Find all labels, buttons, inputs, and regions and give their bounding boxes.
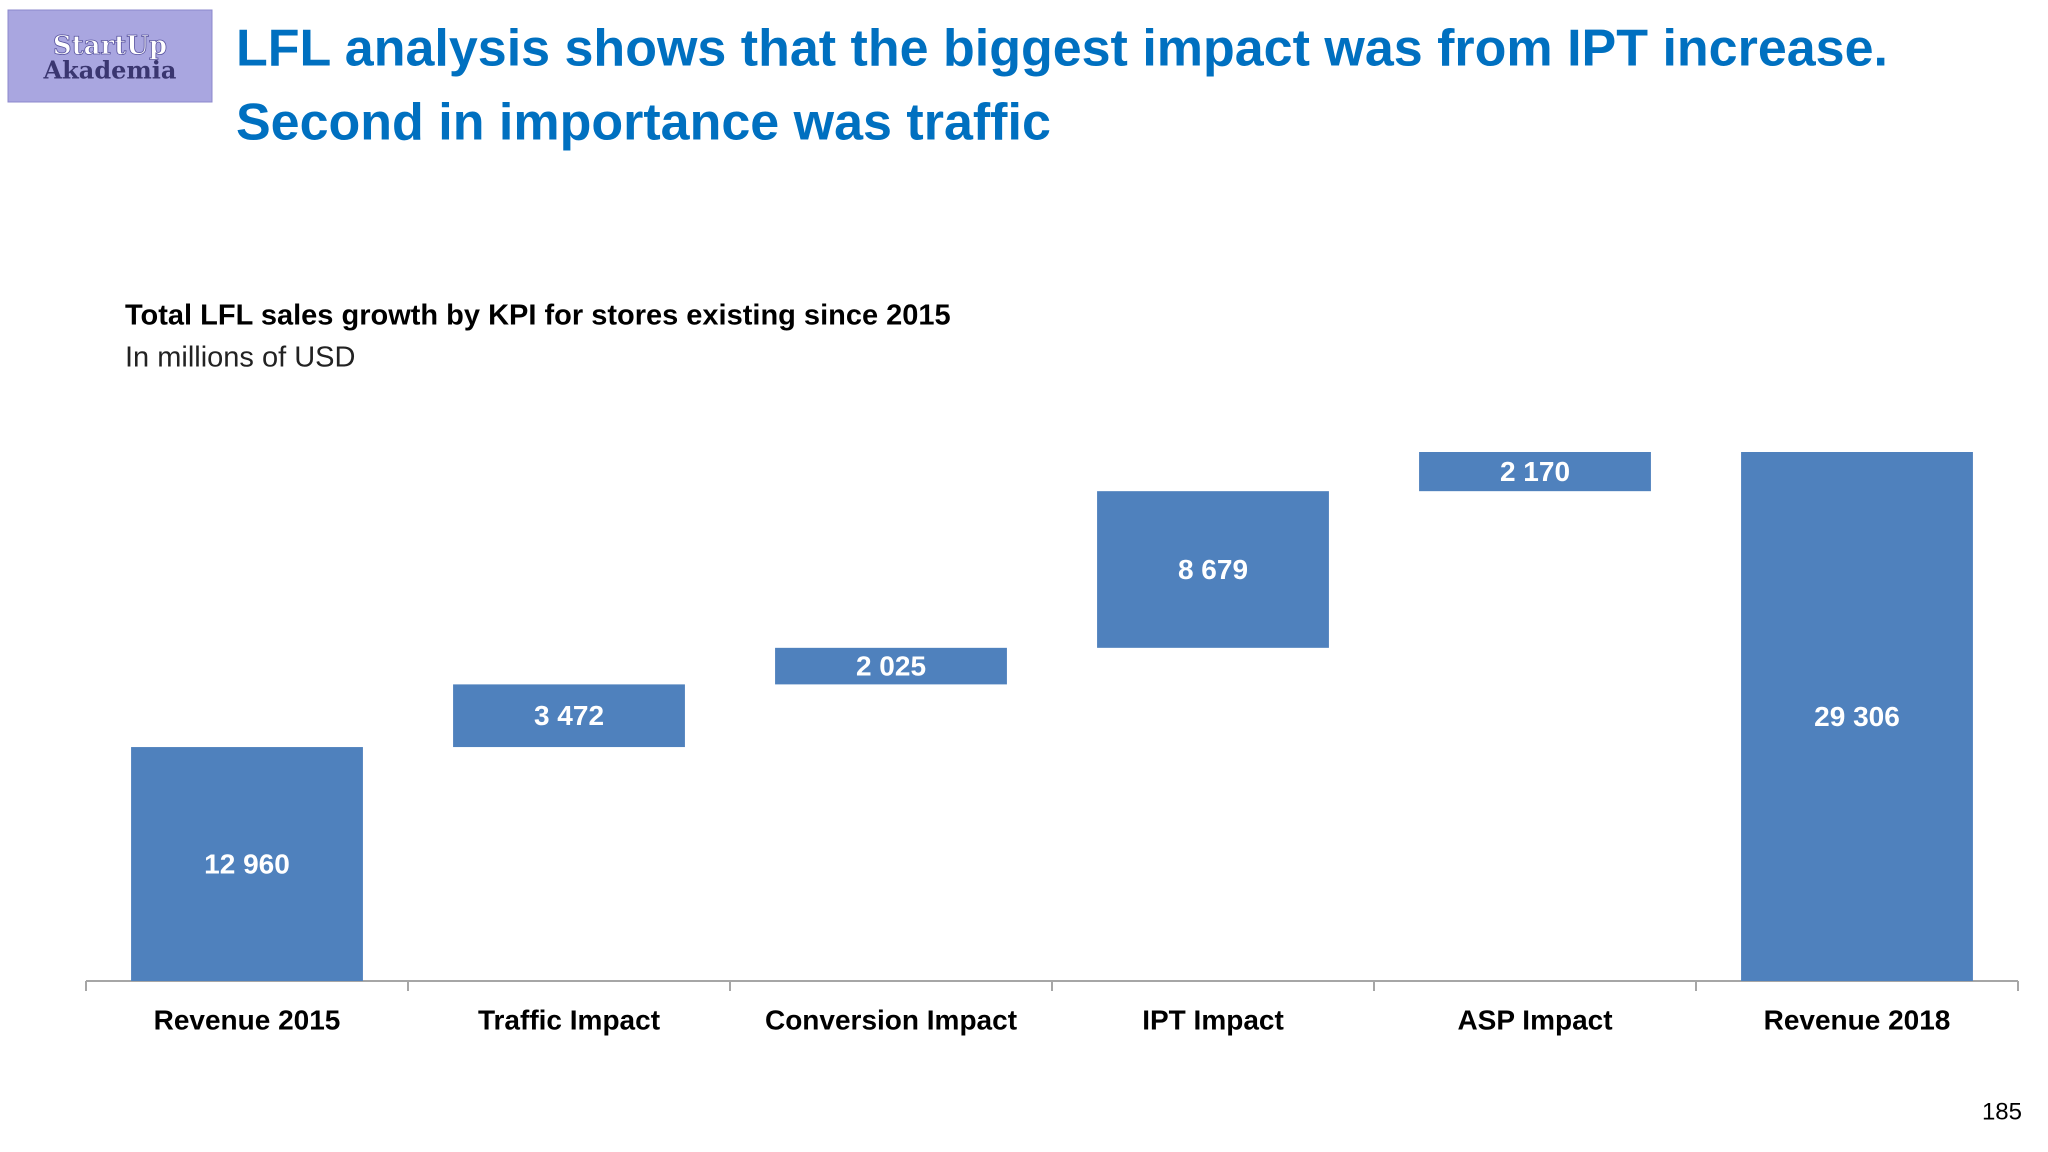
x-tick-label: Traffic Impact	[478, 1004, 660, 1035]
bar	[1097, 491, 1329, 648]
x-tick-label: ASP Impact	[1457, 1004, 1612, 1035]
headline: Second in importance was traffic	[236, 94, 1051, 152]
page-number: 185	[1982, 1098, 2022, 1125]
data-label: 2 170	[1500, 456, 1570, 487]
bar	[453, 684, 685, 748]
data-label: 12 960	[204, 848, 290, 879]
chart-subtitle: In millions of USD	[125, 342, 355, 374]
logo-text: Akademia	[43, 56, 177, 85]
plot: Revenue 2015 12 960 Traffic Impact 3 472 Con…	[85, 452, 2019, 1035]
bar	[775, 647, 1007, 685]
bar	[1419, 452, 1651, 492]
data-label: 3 472	[534, 700, 604, 731]
chart-title: Total LFL sales growth by KPI for stores…	[125, 300, 951, 332]
data-label: 29 306	[1814, 701, 1900, 732]
x-tick-label: Revenue 2015	[154, 1004, 341, 1035]
x-tick-label: Revenue 2018	[1764, 1004, 1951, 1035]
data-label: 8 679	[1178, 554, 1248, 585]
logo-box	[7, 9, 213, 103]
data-label: 2 025	[856, 651, 926, 682]
x-tick-label: IPT Impact	[1142, 1004, 1284, 1035]
logo-text: StartUp	[53, 31, 167, 61]
headline: LFL analysis shows that the biggest impa…	[236, 20, 1888, 78]
logo: StartUp Akademia	[7, 9, 213, 103]
bar	[131, 747, 363, 981]
bar	[1741, 452, 1973, 981]
x-tick-label: Conversion Impact	[765, 1004, 1017, 1035]
